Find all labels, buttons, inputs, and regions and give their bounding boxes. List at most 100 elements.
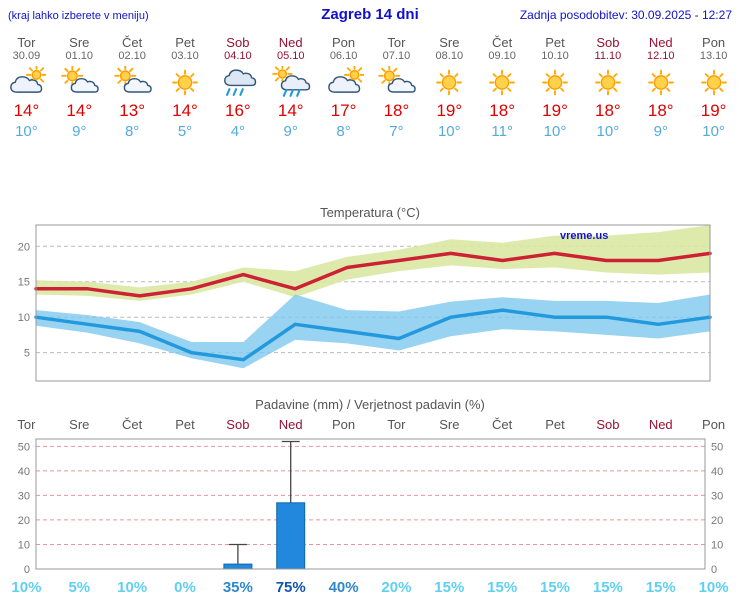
- min-temp-line: [34, 308, 712, 362]
- day-name: Pet: [545, 35, 565, 50]
- high-temp: 14°: [277, 101, 304, 120]
- precip-day-label: Tor: [17, 417, 36, 432]
- high-temp: 18°: [489, 101, 516, 120]
- day-column-tor-07.10[interactable]: Tor 07.10 18° 7°: [370, 35, 423, 141]
- svg-text:50: 50: [18, 441, 30, 453]
- rain-icon: [211, 66, 264, 99]
- precip-day-label: Pet: [545, 417, 565, 432]
- sun-icon: [687, 66, 740, 99]
- precip-probability: 40%: [328, 579, 359, 596]
- min-temp-band: [36, 294, 710, 369]
- high-temp: 18°: [647, 101, 674, 120]
- precip-probability: 35%: [222, 579, 253, 596]
- day-name: Ned: [648, 35, 673, 50]
- precip-day-label: Sre: [439, 417, 460, 432]
- day-column-ned-05.10[interactable]: Ned 05.10 14° 9°: [264, 35, 317, 141]
- sun-icon: [159, 66, 212, 99]
- day-name: Sre: [69, 35, 90, 50]
- sun-icon: [529, 66, 582, 99]
- svg-text:20: 20: [18, 241, 30, 253]
- svg-text:30: 30: [711, 490, 723, 502]
- day-column-čet-02.10[interactable]: Čet 02.10 13° 8°: [106, 35, 159, 141]
- day-column-sre-08.10[interactable]: Sre 08.10 19° 10°: [423, 35, 476, 141]
- day-name: Ned: [278, 35, 303, 50]
- max-temp-line: [34, 251, 712, 298]
- header: (kraj lahko izberete v meniju) Zagreb 14…: [0, 0, 740, 23]
- high-temp: 19°: [542, 101, 568, 120]
- day-date: 09.10: [488, 50, 516, 62]
- precip-day-label: Ned: [278, 417, 303, 432]
- precip-day-label: Sob: [596, 417, 620, 432]
- low-temp: 4°: [230, 123, 246, 140]
- day-column-pon-13.10[interactable]: Pon 13.10 19° 10°: [687, 35, 740, 141]
- svg-text:40: 40: [711, 466, 723, 478]
- cloud-sun-icon: [0, 66, 53, 99]
- precip-probability: 0%: [174, 579, 196, 596]
- day-column-sre-01.10[interactable]: Sre 01.10 14° 9°: [53, 35, 106, 141]
- precip-probability: 75%: [275, 579, 306, 596]
- precip-day-label: Pet: [175, 417, 195, 432]
- day-column-pet-10.10[interactable]: Pet 10.10 19° 10°: [529, 35, 582, 141]
- precipitation-chart-svg: 0 0 10 10 20 20 30 30 40 40 50 50: [18, 438, 723, 576]
- precip-probability: 15%: [434, 579, 465, 596]
- high-temp: 16°: [225, 101, 251, 120]
- day-date: 02.10: [118, 50, 146, 62]
- precip-probability: 10%: [698, 579, 729, 596]
- day-date: 08.10: [435, 50, 464, 62]
- low-temp: 7°: [389, 123, 404, 140]
- day-column-tor-30.09[interactable]: Tor 30.09 14° 10°: [0, 35, 53, 141]
- svg-text:5: 5: [24, 348, 30, 360]
- last-updated: Zadnja posodobitev: 30.09.2025 - 12:27: [519, 8, 732, 22]
- partly-icon: [106, 66, 159, 99]
- sun-icon: [423, 66, 476, 99]
- low-temp: 9°: [283, 123, 298, 140]
- day-date: 12.10: [646, 50, 675, 62]
- low-temp: 5°: [177, 123, 193, 140]
- low-temp: 10°: [702, 123, 725, 140]
- high-temp: 18°: [595, 101, 621, 120]
- precip-day-label: Pon: [702, 417, 726, 432]
- day-date: 04.10: [224, 50, 252, 62]
- svg-text:30: 30: [18, 490, 30, 502]
- precip-probability: 15%: [540, 579, 571, 596]
- precip-probability: 15%: [645, 579, 676, 596]
- day-date: 11.10: [594, 50, 622, 62]
- day-column-sob-11.10[interactable]: Sob 11.10 18° 10°: [581, 35, 634, 141]
- day-column-pet-03.10[interactable]: Pet 03.10 14° 5°: [159, 35, 212, 141]
- partly-icon: [53, 66, 106, 99]
- day-column-sob-04.10[interactable]: Sob 04.10 16° 4°: [211, 35, 264, 141]
- day-column-čet-09.10[interactable]: Čet 09.10 18° 11°: [476, 35, 529, 141]
- day-date: 01.10: [65, 50, 94, 62]
- svg-text:10: 10: [18, 540, 30, 552]
- sun-icon: [581, 66, 634, 99]
- high-temp: 14°: [13, 101, 40, 120]
- precipitation-chart-title: Padavine (mm) / Verjetnost padavin (%): [255, 397, 485, 412]
- page-title: Zagreb 14 dni: [321, 6, 419, 23]
- low-temp: 10°: [543, 123, 567, 140]
- day-name: Čet: [122, 35, 143, 50]
- low-temp: 8°: [124, 123, 140, 140]
- cloud-sun-icon: [317, 66, 370, 99]
- day-name: Tor: [17, 35, 36, 50]
- precip-day-label: Pon: [332, 417, 356, 432]
- precipitation-chart: 0 0 10 10 20 20 30 30 40 40 50 50: [0, 433, 740, 579]
- watermark-link[interactable]: vreme.us: [560, 230, 608, 242]
- high-temp: 18°: [383, 101, 410, 120]
- day-column-ned-12.10[interactable]: Ned 12.10 18° 9°: [634, 35, 687, 141]
- temperature-chart: 5 10 15 20 vreme.us: [0, 221, 740, 391]
- precip-day-label: Čet: [492, 417, 513, 432]
- precip-day-labels: Tor Sre Čet Pet Sob Ned Pon Tor Sre Čet Pet Sob Ned P…: [0, 417, 740, 433]
- day-date: 30.09: [12, 50, 41, 62]
- high-temp: 14°: [66, 101, 93, 120]
- precip-probability: 5%: [68, 579, 91, 596]
- day-name: Pet: [175, 35, 195, 50]
- low-temp: 10°: [15, 123, 38, 140]
- day-date: 10.10: [541, 50, 569, 62]
- temperature-chart-svg: 5 10 15 20 vreme.us: [18, 224, 712, 382]
- low-temp: 10°: [596, 123, 620, 140]
- precip-probability: 15%: [487, 579, 518, 596]
- day-column-pon-06.10[interactable]: Pon 06.10 17° 8°: [317, 35, 370, 141]
- precip-probability-row: 10% 5% 10% 0% 35% 75% 40% 20% 15% 15% 15% 15% 15% 10%: [0, 579, 740, 597]
- day-date: 06.10: [329, 50, 358, 62]
